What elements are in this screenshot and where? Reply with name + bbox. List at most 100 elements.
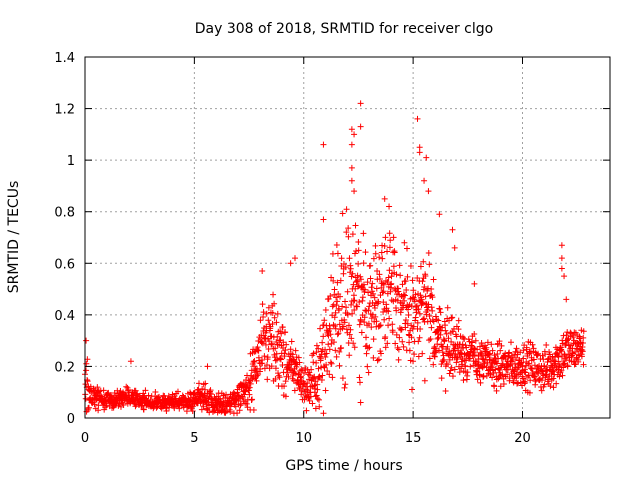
- data-point: [397, 326, 404, 333]
- x-tick-label: 20: [514, 431, 531, 446]
- data-point: [401, 292, 408, 299]
- data-point: [208, 395, 215, 402]
- data-point: [174, 388, 181, 395]
- data-point: [344, 311, 351, 318]
- data-point: [395, 356, 402, 363]
- data-point: [348, 273, 355, 280]
- data-point: [561, 273, 568, 280]
- data-point: [339, 210, 346, 217]
- data-point: [432, 349, 439, 356]
- data-point: [580, 361, 587, 368]
- data-point: [400, 343, 407, 350]
- data-point: [538, 377, 545, 384]
- data-point: [478, 350, 485, 357]
- data-point: [477, 379, 484, 386]
- data-point: [307, 372, 314, 379]
- data-point: [251, 369, 258, 376]
- data-point: [207, 387, 214, 394]
- data-point: [517, 379, 524, 386]
- data-point: [310, 350, 317, 357]
- data-point: [355, 260, 362, 267]
- data-point: [444, 343, 451, 350]
- data-point: [372, 313, 379, 320]
- data-point: [408, 303, 415, 310]
- data-point: [327, 292, 334, 299]
- data-point: [439, 358, 446, 365]
- data-point: [204, 406, 211, 413]
- y-tick-label: 0: [67, 412, 75, 427]
- data-point: [313, 342, 320, 349]
- data-point: [414, 274, 421, 281]
- data-point: [273, 339, 280, 346]
- data-point: [459, 341, 466, 348]
- data-point: [554, 351, 561, 358]
- data-point: [278, 330, 285, 337]
- data-point: [402, 278, 409, 285]
- data-point: [227, 408, 234, 415]
- data-point: [388, 273, 395, 280]
- data-point: [314, 395, 321, 402]
- data-point: [381, 243, 388, 250]
- data-point: [558, 348, 565, 355]
- data-point: [330, 277, 337, 284]
- data-point: [337, 345, 344, 352]
- data-point: [292, 255, 298, 262]
- data-point: [275, 372, 282, 379]
- data-point: [449, 314, 456, 321]
- data-point: [429, 294, 436, 301]
- data-point: [484, 339, 491, 346]
- data-point: [314, 386, 321, 393]
- data-point: [271, 300, 278, 307]
- data-point: [476, 372, 483, 379]
- data-point: [439, 349, 446, 356]
- data-point: [257, 366, 264, 373]
- data-point: [340, 323, 347, 330]
- data-point: [326, 346, 333, 353]
- data-point: [406, 347, 413, 354]
- data-point: [530, 345, 537, 352]
- data-point: [400, 291, 407, 298]
- data-point: [449, 373, 456, 380]
- data-point: [322, 387, 329, 394]
- data-point: [334, 279, 341, 286]
- data-point: [259, 340, 266, 347]
- data-point: [550, 357, 557, 364]
- data-point: [421, 315, 428, 322]
- data-point: [494, 360, 501, 367]
- data-point: [332, 347, 339, 354]
- data-point: [208, 391, 215, 398]
- data-point: [385, 274, 392, 281]
- data-point: [102, 404, 109, 411]
- data-point: [558, 265, 565, 272]
- data-point: [348, 164, 355, 171]
- data-point: [491, 383, 498, 390]
- data-point: [469, 339, 476, 346]
- y-tick-label: 1.2: [54, 103, 75, 118]
- data-point: [414, 115, 421, 122]
- data-point: [347, 265, 354, 272]
- data-point: [354, 277, 361, 284]
- data-point: [322, 353, 329, 360]
- data-point: [376, 322, 383, 329]
- data-point: [400, 302, 407, 309]
- data-point: [403, 286, 410, 293]
- data-point: [467, 355, 474, 362]
- data-point: [488, 364, 495, 371]
- data-point: [195, 380, 202, 387]
- data-point: [333, 294, 340, 301]
- data-point: [272, 345, 279, 352]
- data-point: [408, 322, 415, 329]
- data-points: [82, 100, 587, 417]
- data-point: [430, 276, 437, 283]
- ticks: 0 0.2 0.4 0.6 0.8 1 1.2 1.4 0 5 10 15 20: [54, 51, 610, 446]
- data-point: [509, 356, 516, 363]
- data-point: [489, 347, 496, 354]
- data-point: [317, 355, 324, 362]
- data-point: [398, 326, 405, 333]
- data-point: [491, 352, 498, 359]
- data-point: [271, 314, 278, 321]
- data-point: [381, 316, 388, 323]
- data-point: [345, 233, 352, 240]
- data-point: [455, 317, 462, 324]
- data-point: [325, 295, 332, 302]
